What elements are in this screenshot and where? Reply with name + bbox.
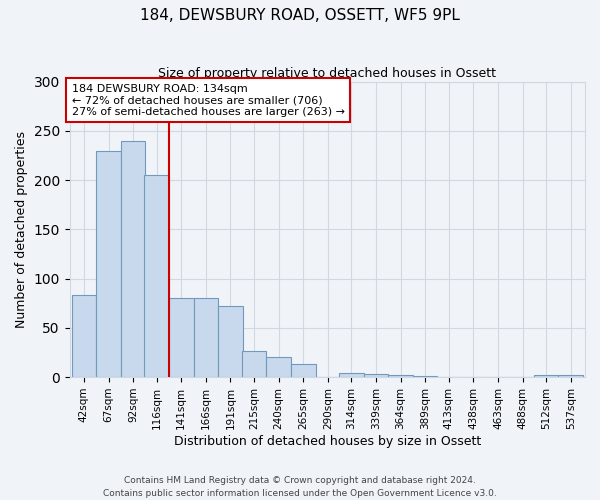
Bar xyxy=(145,175,169,377)
Bar xyxy=(242,350,266,377)
Bar xyxy=(194,298,218,377)
Bar xyxy=(364,374,388,377)
Bar xyxy=(534,375,559,377)
X-axis label: Distribution of detached houses by size in Ossett: Distribution of detached houses by size … xyxy=(174,434,481,448)
Bar xyxy=(291,364,316,377)
Bar xyxy=(339,373,364,377)
Text: Contains HM Land Registry data © Crown copyright and database right 2024.
Contai: Contains HM Land Registry data © Crown c… xyxy=(103,476,497,498)
Bar xyxy=(413,376,437,377)
Text: 184, DEWSBURY ROAD, OSSETT, WF5 9PL: 184, DEWSBURY ROAD, OSSETT, WF5 9PL xyxy=(140,8,460,22)
Bar xyxy=(388,375,413,377)
Title: Size of property relative to detached houses in Ossett: Size of property relative to detached ho… xyxy=(158,68,496,80)
Bar xyxy=(71,296,96,377)
Bar xyxy=(96,150,121,377)
Bar xyxy=(121,141,145,377)
Bar xyxy=(218,306,243,377)
Bar xyxy=(169,298,194,377)
Bar xyxy=(559,375,583,377)
Text: 184 DEWSBURY ROAD: 134sqm
← 72% of detached houses are smaller (706)
27% of semi: 184 DEWSBURY ROAD: 134sqm ← 72% of detac… xyxy=(71,84,344,117)
Bar xyxy=(266,358,291,377)
Y-axis label: Number of detached properties: Number of detached properties xyxy=(15,131,28,328)
